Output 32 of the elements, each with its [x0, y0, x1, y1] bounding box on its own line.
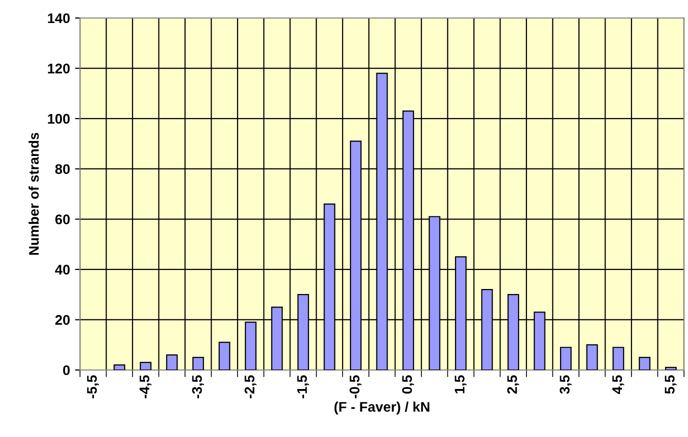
bar [560, 346, 572, 370]
x-tick-label: 2,5 [507, 375, 520, 394]
x-tick-label: 5,5 [664, 375, 677, 394]
x-tick-label: -5,5 [87, 375, 99, 398]
bar [218, 342, 230, 370]
x-tick-label: 3,5 [560, 375, 572, 394]
y-axis-title: Number of strands [28, 132, 39, 255]
x-tick-label: 0,5 [402, 375, 414, 394]
y-tick-label: 20 [55, 315, 70, 325]
y-tick-label: 60 [55, 214, 70, 224]
y-tick-label: 100 [48, 114, 70, 124]
x-tick-label: -2,5 [244, 375, 256, 398]
x-tick-label: -1,5 [297, 375, 309, 398]
bar [612, 346, 624, 370]
x-tick-label: 1,5 [454, 375, 467, 394]
x-tick-label: -3,5 [192, 375, 204, 398]
bar [166, 354, 178, 370]
bar [586, 344, 598, 370]
bar [638, 356, 650, 370]
y-tick-label: 120 [48, 64, 70, 74]
x-axis-title: (F - Faver) / kN [334, 402, 430, 415]
y-tick-label: 80 [55, 164, 70, 174]
x-tick-label: 4,5 [612, 375, 624, 394]
y-tick-label: 0 [63, 365, 70, 376]
bar [192, 356, 204, 370]
bar [140, 362, 152, 370]
y-tick-label: 140 [48, 13, 70, 24]
x-tick-label: -4,5 [140, 375, 152, 398]
x-tick-label: -0,5 [350, 375, 362, 398]
bar [114, 364, 126, 370]
bar [665, 366, 677, 370]
y-tick-label: 40 [55, 264, 70, 275]
